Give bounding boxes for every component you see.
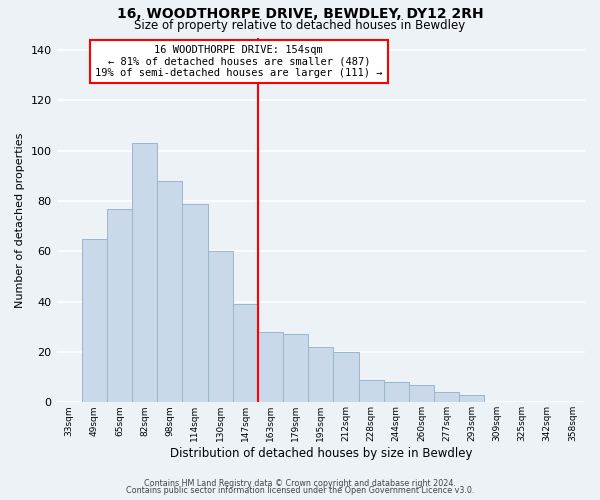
- Bar: [208, 252, 233, 402]
- Bar: [334, 352, 359, 403]
- Y-axis label: Number of detached properties: Number of detached properties: [15, 132, 25, 308]
- Bar: [182, 204, 208, 402]
- Text: Contains public sector information licensed under the Open Government Licence v3: Contains public sector information licen…: [126, 486, 474, 495]
- Bar: [283, 334, 308, 402]
- Bar: [308, 347, 334, 403]
- Bar: [132, 143, 157, 403]
- Text: Size of property relative to detached houses in Bewdley: Size of property relative to detached ho…: [134, 19, 466, 32]
- Bar: [157, 181, 182, 402]
- Bar: [459, 394, 484, 402]
- X-axis label: Distribution of detached houses by size in Bewdley: Distribution of detached houses by size …: [170, 447, 472, 460]
- Bar: [434, 392, 459, 402]
- Text: 16, WOODTHORPE DRIVE, BEWDLEY, DY12 2RH: 16, WOODTHORPE DRIVE, BEWDLEY, DY12 2RH: [116, 8, 484, 22]
- Bar: [359, 380, 383, 402]
- Bar: [409, 384, 434, 402]
- Text: 16 WOODTHORPE DRIVE: 154sqm
← 81% of detached houses are smaller (487)
19% of se: 16 WOODTHORPE DRIVE: 154sqm ← 81% of det…: [95, 45, 383, 78]
- Bar: [82, 239, 107, 402]
- Bar: [383, 382, 409, 402]
- Bar: [107, 208, 132, 402]
- Bar: [233, 304, 258, 402]
- Bar: [258, 332, 283, 402]
- Text: Contains HM Land Registry data © Crown copyright and database right 2024.: Contains HM Land Registry data © Crown c…: [144, 478, 456, 488]
